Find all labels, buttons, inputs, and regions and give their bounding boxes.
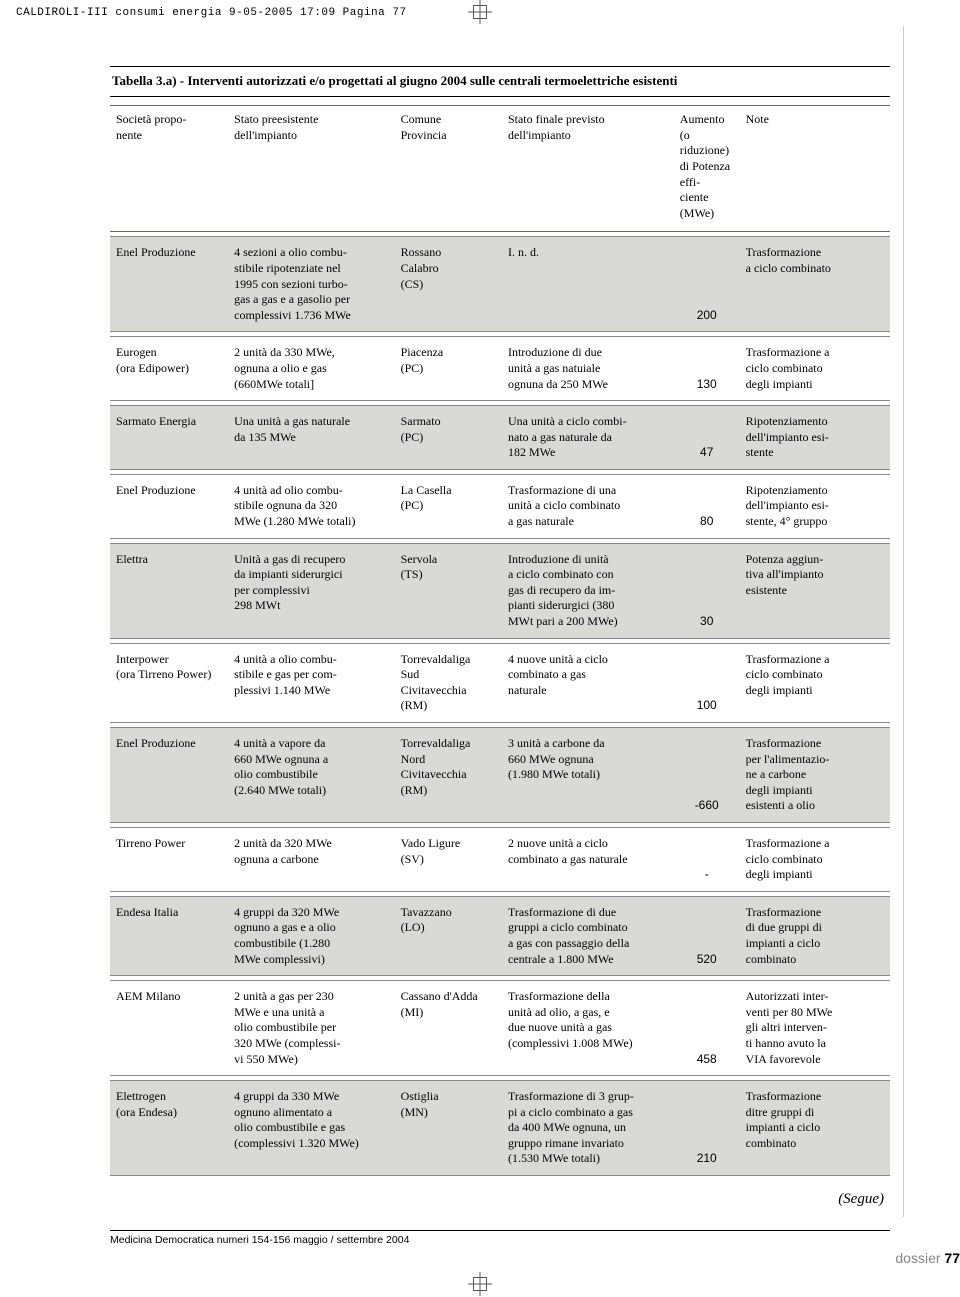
cell-aug: 458	[674, 980, 740, 1076]
cell-comune: Tavazzano(LO)	[395, 896, 502, 976]
col-aug: Aumento(o riduzione)di Potenza effi-cien…	[674, 105, 740, 232]
crop-mark-bottom	[473, 1274, 487, 1297]
dossier-label: dossier 77	[895, 1249, 960, 1267]
cell-final: Trasformazione di unaunità a ciclo combi…	[502, 474, 674, 539]
page-content: Tabella 3.a) - Interventi autorizzati e/…	[0, 26, 960, 1267]
col-pre: Stato preesistentedell'impianto	[228, 105, 394, 232]
col-company: Società propo-nente	[110, 105, 228, 232]
cell-aug: 47	[674, 405, 740, 470]
cell-pre: 4 gruppi da 320 MWeognuno a gas e a olio…	[228, 896, 394, 976]
cell-company: Enel Produzione	[110, 727, 228, 823]
cell-pre: 4 gruppi da 330 MWeognuno alimentato aol…	[228, 1080, 394, 1176]
cell-company: Eurogen(ora Edipower)	[110, 336, 228, 401]
cell-pre: 4 unità a vapore da660 MWe ognuna aolio …	[228, 727, 394, 823]
cell-comune: La Casella(PC)	[395, 474, 502, 539]
page-footer: Medicina Democratica numeri 154-156 magg…	[110, 1230, 890, 1248]
cell-pre: 4 sezioni a olio combu-stibile ripotenzi…	[228, 236, 394, 332]
cell-pre: 4 unità a olio combu-stibile e gas per c…	[228, 643, 394, 723]
page-number: 77	[944, 1250, 960, 1266]
cell-note: Ripotenziamentodell'impianto esi-stente,…	[740, 474, 890, 539]
cell-final: Introduzione di dueunità a gas natuialeo…	[502, 336, 674, 401]
cell-final: Trasformazione di duegruppi a ciclo comb…	[502, 896, 674, 976]
margin-guide-right	[903, 26, 904, 1217]
crop-mark-top	[473, 2, 487, 25]
cell-aug: 100	[674, 643, 740, 723]
cell-aug: -660	[674, 727, 740, 823]
cell-final: Trasformazione dellaunità ad olio, a gas…	[502, 980, 674, 1076]
table-row: Enel Produzione4 sezioni a olio combu-st…	[110, 236, 890, 332]
table-row: Eurogen(ora Edipower)2 unità da 330 MWe,…	[110, 336, 890, 401]
table-row: ElettraUnità a gas di recuperoda impiant…	[110, 543, 890, 639]
table-row: Elettrogen(ora Endesa)4 gruppi da 330 MW…	[110, 1080, 890, 1176]
cell-note: Trasformazionedi due gruppi diimpianti a…	[740, 896, 890, 976]
cell-comune: Piacenza(PC)	[395, 336, 502, 401]
cell-final: I. n. d.	[502, 236, 674, 332]
cell-comune: TorrevaldaligaSudCivitavecchia(RM)	[395, 643, 502, 723]
cell-final: Trasformazione di 3 grup-pi a ciclo comb…	[502, 1080, 674, 1176]
cell-pre: 2 unità da 330 MWe,ognuna a olio e gas(6…	[228, 336, 394, 401]
cell-note: Trasformazione aciclo combinatodegli imp…	[740, 336, 890, 401]
table-row: Enel Produzione4 unità ad olio combu-sti…	[110, 474, 890, 539]
table-row: Endesa Italia4 gruppi da 320 MWeognuno a…	[110, 896, 890, 976]
cell-comune: Vado Ligure(SV)	[395, 827, 502, 892]
cell-pre: 4 unità ad olio combu-stibile ognuna da …	[228, 474, 394, 539]
cell-comune: Servola(TS)	[395, 543, 502, 639]
cell-aug: -	[674, 827, 740, 892]
cell-aug: 30	[674, 543, 740, 639]
cell-pre: Unità a gas di recuperoda impianti sider…	[228, 543, 394, 639]
cell-comune: Sarmato(PC)	[395, 405, 502, 470]
cell-note: Trasformazioneditre gruppi diimpianti a …	[740, 1080, 890, 1176]
table-header-row: Società propo-nente Stato preesistentede…	[110, 105, 890, 232]
cell-comune: RossanoCalabro(CS)	[395, 236, 502, 332]
caption-text: - Interventi autorizzati e/o progettati …	[177, 73, 678, 88]
cell-comune: TorrevaldaligaNordCivitavecchia(RM)	[395, 727, 502, 823]
cell-company: Endesa Italia	[110, 896, 228, 976]
cell-note: Trasformazione aciclo combinatodegli imp…	[740, 827, 890, 892]
cell-aug: 210	[674, 1080, 740, 1176]
cell-company: Enel Produzione	[110, 236, 228, 332]
cell-company: Interpower(ora Tirreno Power)	[110, 643, 228, 723]
cell-company: Elettra	[110, 543, 228, 639]
cell-pre: 2 unità da 320 MWeognuna a carbone	[228, 827, 394, 892]
cell-note: Trasformazioneper l'alimentazio-ne a car…	[740, 727, 890, 823]
cell-comune: Cassano d'Adda(MI)	[395, 980, 502, 1076]
dossier-word: dossier	[895, 1250, 940, 1266]
cell-final: 2 nuove unità a ciclocombinato a gas nat…	[502, 827, 674, 892]
cell-final: Una unità a ciclo combi-nato a gas natur…	[502, 405, 674, 470]
cell-aug: 520	[674, 896, 740, 976]
col-note: Note	[740, 105, 890, 232]
cell-final: 4 nuove unità a ciclocombinato a gasnatu…	[502, 643, 674, 723]
cell-company: Enel Produzione	[110, 474, 228, 539]
continued-label: (Segue)	[110, 1190, 890, 1210]
cell-aug: 130	[674, 336, 740, 401]
cell-aug: 80	[674, 474, 740, 539]
interventions-table: Società propo-nente Stato preesistentede…	[110, 101, 890, 1180]
cell-aug: 200	[674, 236, 740, 332]
cell-note: Ripotenziamentodell'impianto esi-stente	[740, 405, 890, 470]
cell-final: 3 unità a carbone da660 MWe ognuna(1.980…	[502, 727, 674, 823]
cell-company: AEM Milano	[110, 980, 228, 1076]
table-row: Sarmato EnergiaUna unità a gas naturaled…	[110, 405, 890, 470]
caption-prefix: Tabella 3.a)	[112, 73, 177, 88]
table-row: Enel Produzione4 unità a vapore da660 MW…	[110, 727, 890, 823]
cell-company: Sarmato Energia	[110, 405, 228, 470]
cell-comune: Ostiglia(MN)	[395, 1080, 502, 1176]
cell-pre: 2 unità a gas per 230MWe e una unità aol…	[228, 980, 394, 1076]
col-final: Stato finale previstodell'impianto	[502, 105, 674, 232]
cell-note: Autorizzati inter-venti per 80 MWegli al…	[740, 980, 890, 1076]
table-caption: Tabella 3.a) - Interventi autorizzati e/…	[110, 66, 890, 97]
table-row: Tirreno Power2 unità da 320 MWeognuna a …	[110, 827, 890, 892]
footer-text: Medicina Democratica numeri 154-156 magg…	[110, 1234, 409, 1246]
cell-company: Tirreno Power	[110, 827, 228, 892]
cell-pre: Una unità a gas naturaleda 135 MWe	[228, 405, 394, 470]
table-row: Interpower(ora Tirreno Power)4 unità a o…	[110, 643, 890, 723]
col-comune: ComuneProvincia	[395, 105, 502, 232]
cell-company: Elettrogen(ora Endesa)	[110, 1080, 228, 1176]
cell-note: Trasformazionea ciclo combinato	[740, 236, 890, 332]
table-row: AEM Milano2 unità a gas per 230MWe e una…	[110, 980, 890, 1076]
cell-final: Introduzione di unitàa ciclo combinato c…	[502, 543, 674, 639]
cell-note: Potenza aggiun-tiva all'impiantoesistent…	[740, 543, 890, 639]
cell-note: Trasformazione aciclo combinatodegli imp…	[740, 643, 890, 723]
table-body: Enel Produzione4 sezioni a olio combu-st…	[110, 236, 890, 1176]
